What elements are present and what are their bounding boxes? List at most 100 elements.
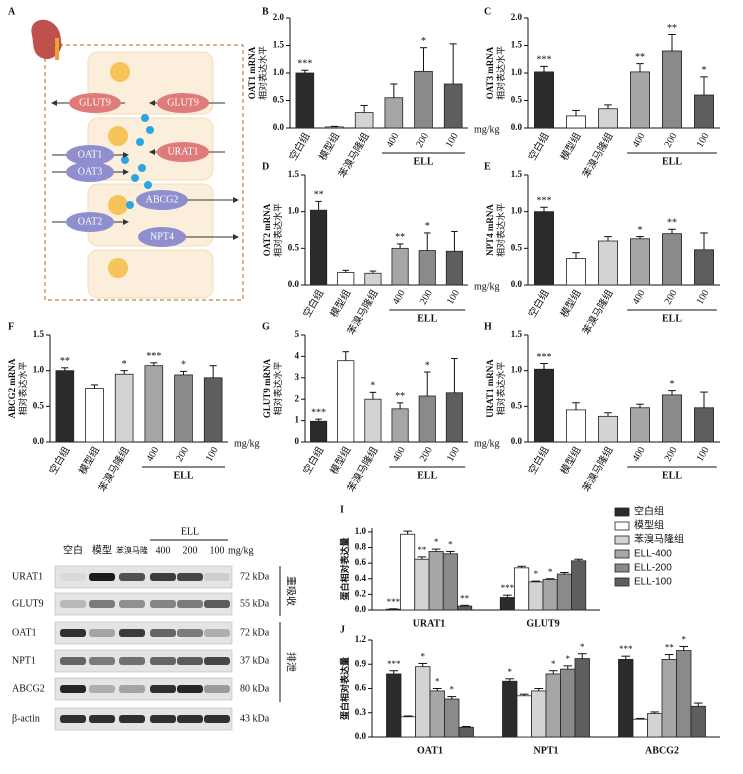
significance: * — [425, 221, 430, 232]
significance: * — [548, 567, 553, 577]
bar — [391, 247, 409, 286]
bar — [574, 658, 590, 738]
blot-band — [119, 600, 145, 608]
x-tick-label: 苯溴马隆组 — [579, 130, 615, 180]
y-tick-label: 0 — [295, 436, 300, 446]
bar — [662, 394, 683, 443]
y-axis-label: 相对表达水平 — [272, 361, 283, 415]
y-tick-label: 1.0 — [511, 206, 523, 216]
lane-label: 模型 — [92, 543, 112, 556]
x-tick-label: 400 — [144, 445, 161, 463]
bar — [618, 659, 634, 738]
group-label: ELL — [662, 156, 682, 167]
blot-band — [119, 685, 145, 693]
y-tick-label: 0.5 — [288, 242, 300, 252]
bar — [571, 560, 587, 611]
x-tick-label: 400 — [631, 445, 648, 463]
x-tick-label: ABCG2 — [645, 745, 679, 756]
size-label: 80 kDa — [240, 683, 270, 694]
transporter-label: OAT3 — [78, 166, 102, 177]
bar — [647, 713, 663, 738]
bar — [630, 407, 651, 443]
y-tick-label: 1.0 — [511, 365, 523, 375]
blot-band — [177, 629, 203, 637]
bar — [598, 415, 619, 443]
y-tick-label: 0.5 — [273, 95, 285, 105]
x-tick-label: 模型组 — [557, 287, 583, 319]
transporter-label: OAT2 — [78, 216, 102, 227]
nephron-box — [44, 44, 244, 301]
ureter — [55, 38, 59, 60]
group-label: ELL — [417, 313, 437, 324]
significance: * — [682, 635, 687, 645]
lane-label: 200 — [183, 545, 198, 556]
panel-letter: H — [484, 321, 492, 332]
legend-label: 空白组 — [634, 505, 664, 518]
legend-swatch — [614, 521, 630, 531]
transporter-label: NPT4 — [150, 231, 174, 242]
x-tick-label: 100 — [204, 445, 221, 463]
x-tick-label: URAT1 — [413, 618, 446, 629]
panel-letter: I — [340, 504, 344, 515]
significance: *** — [537, 196, 552, 207]
blot-band — [89, 600, 115, 608]
panel-letter: D — [262, 161, 269, 172]
blot-band — [60, 657, 86, 665]
bar — [385, 608, 401, 611]
blot-band — [89, 715, 115, 723]
bar — [114, 373, 134, 443]
blot-band — [177, 600, 203, 608]
blot-band — [60, 600, 86, 608]
bar — [428, 551, 444, 611]
bar — [545, 673, 561, 738]
bar — [514, 567, 530, 611]
blot-band — [60, 573, 86, 581]
significance: ** — [635, 52, 645, 63]
y-tick-label: 0.3 — [355, 707, 367, 717]
y-axis-label: 相对表达水平 — [495, 361, 506, 415]
bar — [364, 398, 382, 443]
group-label: ELL — [173, 470, 193, 481]
blot-band — [150, 600, 176, 608]
panel-letter: C — [484, 6, 491, 17]
bar — [443, 83, 463, 129]
x-tick-label: 模型组 — [557, 130, 583, 162]
y-tick-label: 1.0 — [273, 67, 285, 77]
panel-letter: E — [484, 161, 491, 172]
blot-band — [119, 629, 145, 637]
x-tick-label: 100 — [695, 131, 712, 149]
significance: ** — [417, 545, 427, 555]
y-tick-label: 1.2 — [355, 634, 367, 644]
x-tick-label: 空白组 — [286, 130, 312, 162]
blot-group: ELL — [181, 526, 199, 537]
blot-band — [89, 685, 115, 693]
bar — [632, 718, 648, 738]
transporter-label: URAT1 — [167, 146, 198, 157]
bar — [676, 650, 692, 738]
bar — [354, 112, 374, 129]
lane-label: 苯溴马隆 — [116, 545, 148, 555]
bar — [400, 533, 416, 611]
lane-label: 400 — [156, 545, 171, 556]
y-axis-label: OAT1 mRNA — [247, 46, 257, 99]
y-axis-label: 相对表达水平 — [495, 46, 506, 100]
y-tick-label: 0.0 — [511, 122, 523, 132]
y-axis-label: 蛋白相对表达量 — [339, 537, 350, 600]
blot-band — [89, 629, 115, 637]
lane-label: 100 — [210, 545, 225, 556]
bar — [690, 705, 706, 738]
unit-label: mg/kg — [474, 124, 500, 135]
x-tick-label: 200 — [418, 288, 435, 306]
bar — [542, 579, 558, 611]
y-tick-label: 1.0 — [33, 365, 45, 375]
significance: * — [122, 359, 127, 370]
bar — [364, 272, 382, 286]
significance: * — [421, 652, 426, 662]
legend-label: ELL-200 — [634, 563, 672, 574]
bar — [445, 250, 463, 286]
y-axis-label: 相对表达水平 — [272, 203, 283, 257]
bar — [516, 695, 532, 738]
significance: *** — [146, 351, 161, 362]
section-label: 重吸收 — [285, 576, 298, 606]
